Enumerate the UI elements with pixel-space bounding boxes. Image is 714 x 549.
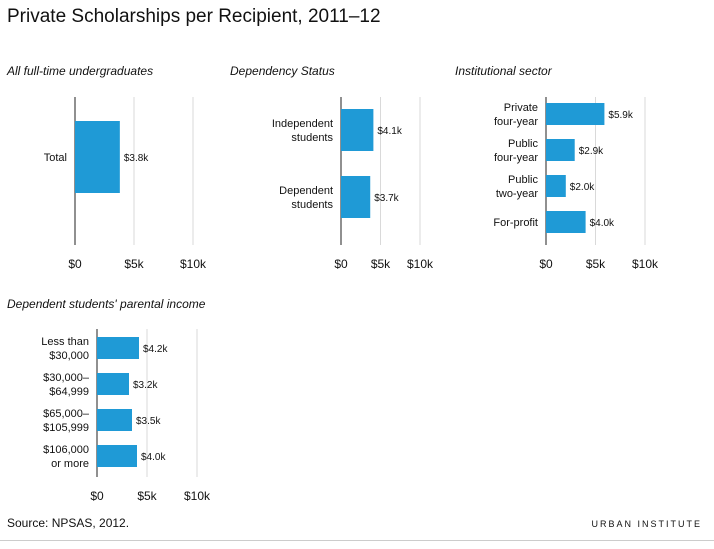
panel-4-bar: [97, 409, 132, 431]
footer-divider: [0, 540, 714, 541]
panel-3-tick-label: $10k: [632, 257, 659, 271]
panel-4-title: Dependent students' parental income: [7, 297, 206, 311]
panel-3-bar: [546, 175, 566, 197]
panel-3-bar: [546, 103, 605, 125]
panel-1-value-label: $3.8k: [124, 153, 149, 164]
panel-3-category-label: Private four-year: [494, 102, 538, 128]
panel-2-title: Dependency Status: [230, 64, 335, 78]
source-note: Source: NPSAS, 2012.: [7, 516, 130, 530]
panel-3-category-label: Public four-year: [494, 138, 539, 164]
panel-3-tick-label: $5k: [586, 257, 606, 271]
panel-4-bar: [97, 445, 137, 467]
panel-3-tick-label: $0: [539, 257, 553, 271]
panel-1-bar: [75, 121, 120, 193]
panel-3-value-label: $4.0k: [590, 218, 615, 229]
panel-4-bar: [97, 373, 129, 395]
panel-3-category-label: For-profit: [493, 217, 538, 229]
panel-3-bar: [546, 211, 586, 233]
panel-4-value-label: $4.2k: [143, 344, 168, 355]
panel-1-tick-label: $5k: [124, 257, 144, 271]
panel-4-tick-label: $5k: [137, 489, 157, 503]
panel-2-tick-label: $0: [334, 257, 348, 271]
panel-1-tick-label: $10k: [180, 257, 207, 271]
panel-3-category-label: Public two-year: [496, 174, 539, 200]
panel-2-category-label: Dependent students: [279, 185, 333, 211]
panel-4-value-label: $3.5k: [136, 416, 161, 427]
panel-3-bar: [546, 139, 575, 161]
panel-4-tick-label: $10k: [184, 489, 211, 503]
panel-4-category-label: $65,000– $105,999: [43, 408, 90, 434]
panel-2-tick-label: $5k: [371, 257, 391, 271]
panel-4-value-label: $3.2k: [133, 380, 158, 391]
panel-1-category-label: Total: [44, 152, 67, 164]
brand-logo-text: URBAN INSTITUTE: [591, 519, 702, 529]
panel-4-category-label: Less than $30,000: [41, 336, 89, 362]
chart-title: Private Scholarships per Recipient, 2011…: [7, 6, 381, 27]
panel-3-value-label: $5.9k: [608, 110, 633, 121]
panel-4-value-label: $4.0k: [141, 452, 166, 463]
panel-3-value-label: $2.0k: [570, 182, 595, 193]
panel-2-bar: [341, 176, 371, 218]
panel-4-category-label: $106,000 or more: [43, 444, 89, 470]
panel-3-value-label: $2.9k: [579, 146, 604, 157]
panel-1-tick-label: $0: [68, 257, 82, 271]
panel-2-value-label: $3.7k: [374, 193, 399, 204]
panel-3-title: Institutional sector: [455, 64, 553, 78]
panel-4-bar: [97, 337, 139, 359]
panel-4-category-label: $30,000– $64,999: [43, 372, 90, 398]
panel-4-tick-label: $0: [90, 489, 104, 503]
panel-2-value-label: $4.1k: [377, 126, 402, 137]
panel-2-bar: [341, 109, 374, 151]
panel-2-category-label: Independent students: [272, 118, 334, 144]
panel-2-tick-label: $10k: [407, 257, 434, 271]
panel-1-title: All full-time undergraduates: [6, 64, 153, 78]
